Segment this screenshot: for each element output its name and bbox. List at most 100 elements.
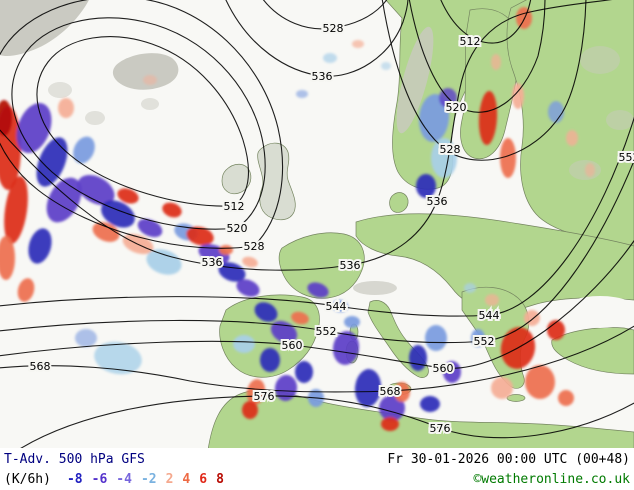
land-ireland bbox=[221, 163, 252, 195]
contour-label: 568 bbox=[30, 360, 51, 373]
advection-blob bbox=[425, 325, 447, 351]
contour-label: 512 bbox=[224, 200, 245, 213]
advection-blob bbox=[500, 138, 516, 178]
advection-blob bbox=[4, 176, 28, 244]
legend-value: -6 bbox=[91, 472, 108, 487]
legend-value: -2 bbox=[140, 472, 157, 487]
advection-blob bbox=[242, 401, 258, 419]
contour-line-552 bbox=[0, 159, 634, 344]
advection-blob bbox=[146, 249, 182, 275]
contour-label: 536 bbox=[340, 259, 361, 272]
advection-blob bbox=[478, 91, 498, 145]
alps bbox=[353, 281, 397, 295]
advection-blob bbox=[485, 294, 499, 306]
advection-blob bbox=[491, 377, 513, 399]
advection-blob bbox=[443, 361, 461, 383]
advection-blob bbox=[525, 365, 555, 399]
contour-label: 576 bbox=[254, 390, 275, 403]
advection-blob bbox=[566, 130, 578, 146]
terrain-patch bbox=[580, 46, 620, 74]
advection-blob bbox=[332, 299, 348, 313]
advection-blob bbox=[28, 228, 52, 264]
contour-line-528-trough bbox=[381, 0, 587, 161]
unit-label: (K/6h) bbox=[4, 472, 51, 487]
advection-blob bbox=[46, 177, 82, 223]
legend-value: 6 bbox=[199, 472, 208, 487]
legend-value: 2 bbox=[165, 472, 174, 487]
land-crete bbox=[506, 394, 526, 402]
advection-blob bbox=[73, 136, 95, 164]
legend-group: (K/6h) -8 -6 -4 -2 2 4 6 8 bbox=[4, 470, 233, 489]
contour-line-520-trough bbox=[408, 0, 546, 113]
land-france bbox=[278, 232, 365, 299]
contour-label: 536 bbox=[202, 256, 223, 269]
map-datetime: Fr 30-01-2026 00:00 UTC (00+48) bbox=[387, 452, 630, 467]
advection-blob bbox=[236, 279, 260, 297]
advection-blob bbox=[186, 226, 214, 246]
map-area: 528 536 512 520 528 536 552 512 520 528 536 536 544 5… bbox=[0, 0, 634, 448]
contour-label: 528 bbox=[323, 22, 344, 35]
ice-patch bbox=[48, 82, 72, 98]
advection-blob bbox=[295, 361, 313, 383]
advection-blob bbox=[394, 382, 410, 402]
advection-blob bbox=[291, 311, 309, 325]
land-britain bbox=[257, 142, 296, 221]
advection-blob bbox=[516, 7, 532, 29]
advection-blob bbox=[75, 329, 97, 347]
caption-row-1: T-Adv. 500 hPa GFS Fr 30-01-2026 00:00 U… bbox=[4, 450, 630, 469]
land-layer bbox=[207, 0, 634, 448]
contour-label: 560 bbox=[282, 339, 303, 352]
contour-line-512-trough bbox=[440, 0, 532, 44]
contour-label: 536 bbox=[427, 195, 448, 208]
contour-line-528-west bbox=[0, 0, 283, 249]
ice-patch bbox=[85, 111, 105, 125]
land-turkey bbox=[551, 327, 634, 375]
contour-label: 544 bbox=[479, 309, 500, 322]
advection-blob bbox=[92, 222, 120, 242]
legend: -8 -6 -4 -2 2 4 6 8 bbox=[67, 470, 233, 489]
advection-blob bbox=[117, 188, 139, 204]
advection-blob bbox=[17, 278, 35, 302]
contour-label: 528 bbox=[244, 240, 265, 253]
contour-labels: 528 536 512 520 528 536 552 512 520 528 536 536 544 5… bbox=[28, 20, 634, 437]
advection-blob bbox=[323, 53, 337, 63]
advection-blob bbox=[491, 54, 501, 70]
advection-blob bbox=[547, 320, 565, 340]
advection-blob bbox=[416, 174, 436, 198]
advection-blob bbox=[143, 75, 157, 85]
ice-layer bbox=[0, 0, 179, 125]
contour-line-536-main bbox=[0, 0, 613, 271]
contour-line-576 bbox=[20, 395, 634, 448]
advection-blob bbox=[58, 98, 74, 118]
contour-line-568 bbox=[0, 325, 634, 393]
advection-blob bbox=[274, 375, 298, 401]
legend-value: 8 bbox=[216, 472, 224, 487]
advection-blob bbox=[512, 83, 524, 109]
land-greenland bbox=[0, 0, 89, 56]
contour-label: 576 bbox=[430, 422, 451, 435]
advection-blob bbox=[0, 236, 15, 280]
contour-label: 552 bbox=[316, 325, 337, 338]
contour-label: 520 bbox=[227, 222, 248, 235]
advection-blob bbox=[464, 283, 476, 293]
contour-label: 552 bbox=[474, 335, 495, 348]
contour-label: 512 bbox=[460, 35, 481, 48]
advection-blob bbox=[94, 341, 142, 375]
advection-blob bbox=[409, 345, 427, 371]
caption-row-2: (K/6h) -8 -6 -4 -2 2 4 6 8 ©weatheronline.co.uk bbox=[4, 470, 630, 489]
caption-bar: T-Adv. 500 hPa GFS Fr 30-01-2026 00:00 U… bbox=[0, 448, 634, 490]
advection-blob bbox=[354, 369, 382, 407]
advection-blob bbox=[585, 163, 595, 177]
contour-label: 520 bbox=[446, 101, 467, 114]
advection-blob bbox=[246, 379, 266, 405]
legend-value: -8 bbox=[66, 472, 83, 487]
ice-patch bbox=[141, 98, 159, 110]
contour-layer bbox=[0, 0, 634, 448]
contour-line-544 bbox=[0, 116, 634, 317]
contour-label: 560 bbox=[433, 362, 454, 375]
advection-blob bbox=[471, 329, 485, 347]
weather-map: 528 536 512 520 528 536 552 512 520 528 536 536 544 5… bbox=[0, 0, 634, 448]
advection-blob bbox=[260, 348, 280, 372]
contour-line-560 bbox=[0, 239, 634, 369]
contour-line-520-west bbox=[11, 17, 266, 230]
